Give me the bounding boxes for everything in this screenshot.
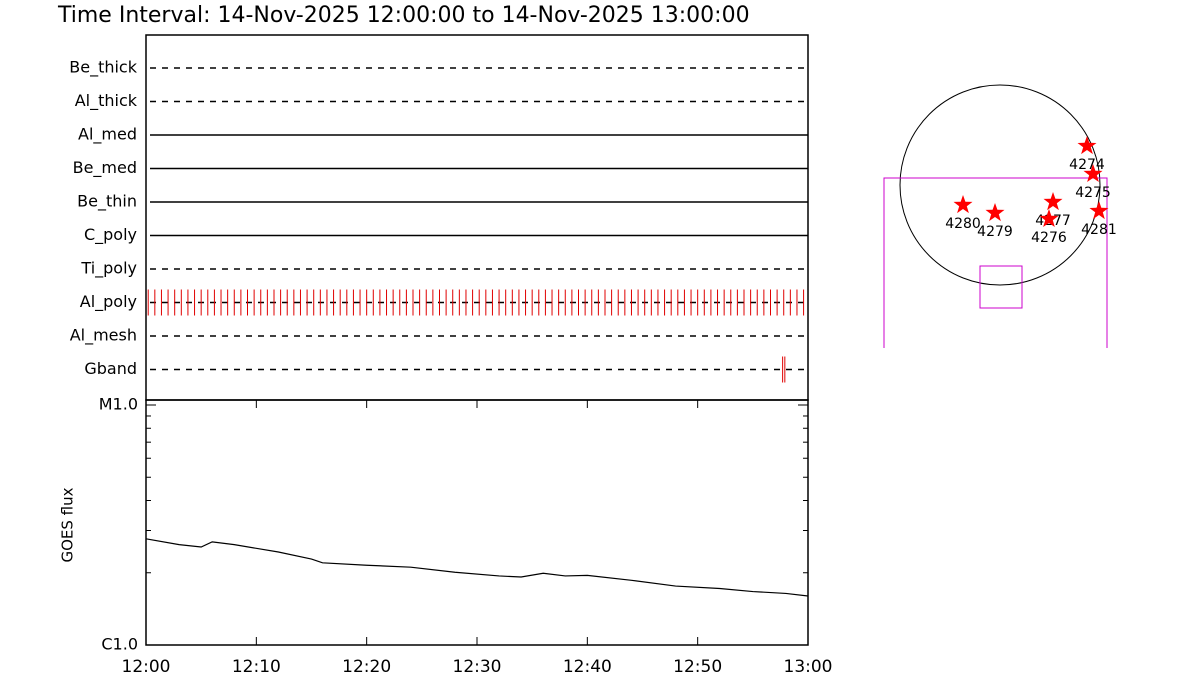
goes-flux-line	[145, 538, 809, 597]
active-region-star	[1083, 164, 1103, 182]
active-region-label: 4276	[1031, 230, 1067, 246]
filter-label: Gband	[84, 359, 137, 378]
x-tick-label: 13:00	[784, 657, 833, 677]
active-region-label: 4274	[1069, 157, 1105, 173]
fov-box	[883, 177, 1108, 348]
x-tick-label: 12:10	[232, 657, 281, 677]
solar-disk	[899, 84, 1101, 286]
active-region-star	[1089, 201, 1109, 220]
timeline-frame	[145, 34, 809, 401]
active-region-star	[985, 203, 1005, 222]
active-region-star	[1043, 192, 1063, 211]
active-region-label: 4280	[945, 216, 981, 232]
filter-label: Be_thin	[77, 192, 137, 212]
y-axis-label: GOES flux	[59, 487, 77, 562]
x-tick-label: 12:30	[453, 657, 502, 677]
filter-label: Al_poly	[80, 292, 137, 312]
x-tick-label: 12:40	[563, 657, 612, 677]
active-region-star	[953, 195, 973, 214]
x-tick-label: 12:20	[342, 657, 391, 677]
active-region-label: 4279	[977, 224, 1013, 240]
goes-frame	[145, 399, 809, 646]
filter-label: Be_thick	[69, 58, 137, 78]
filter-label: Al_med	[78, 125, 137, 145]
filter-label: Al_thick	[75, 91, 138, 111]
active-region-star	[1039, 209, 1059, 227]
y-tick-label: M1.0	[99, 395, 138, 414]
chart-title: Time Interval: 14-Nov-2025 12:00:00 to 1…	[57, 3, 750, 28]
filter-label: Al_mesh	[70, 326, 137, 346]
fov-box-small	[979, 265, 1023, 309]
active-region-star	[1077, 136, 1097, 155]
filter-label: Ti_poly	[80, 259, 137, 279]
active-region-label: 4275	[1075, 185, 1111, 201]
y-tick-label: C1.0	[101, 635, 138, 654]
x-tick-label: 12:50	[673, 657, 722, 677]
x-tick-label: 12:00	[122, 657, 171, 677]
filter-label: Be_med	[73, 158, 137, 178]
filter-label: C_poly	[84, 225, 137, 245]
active-region-label: 4281	[1081, 222, 1117, 238]
